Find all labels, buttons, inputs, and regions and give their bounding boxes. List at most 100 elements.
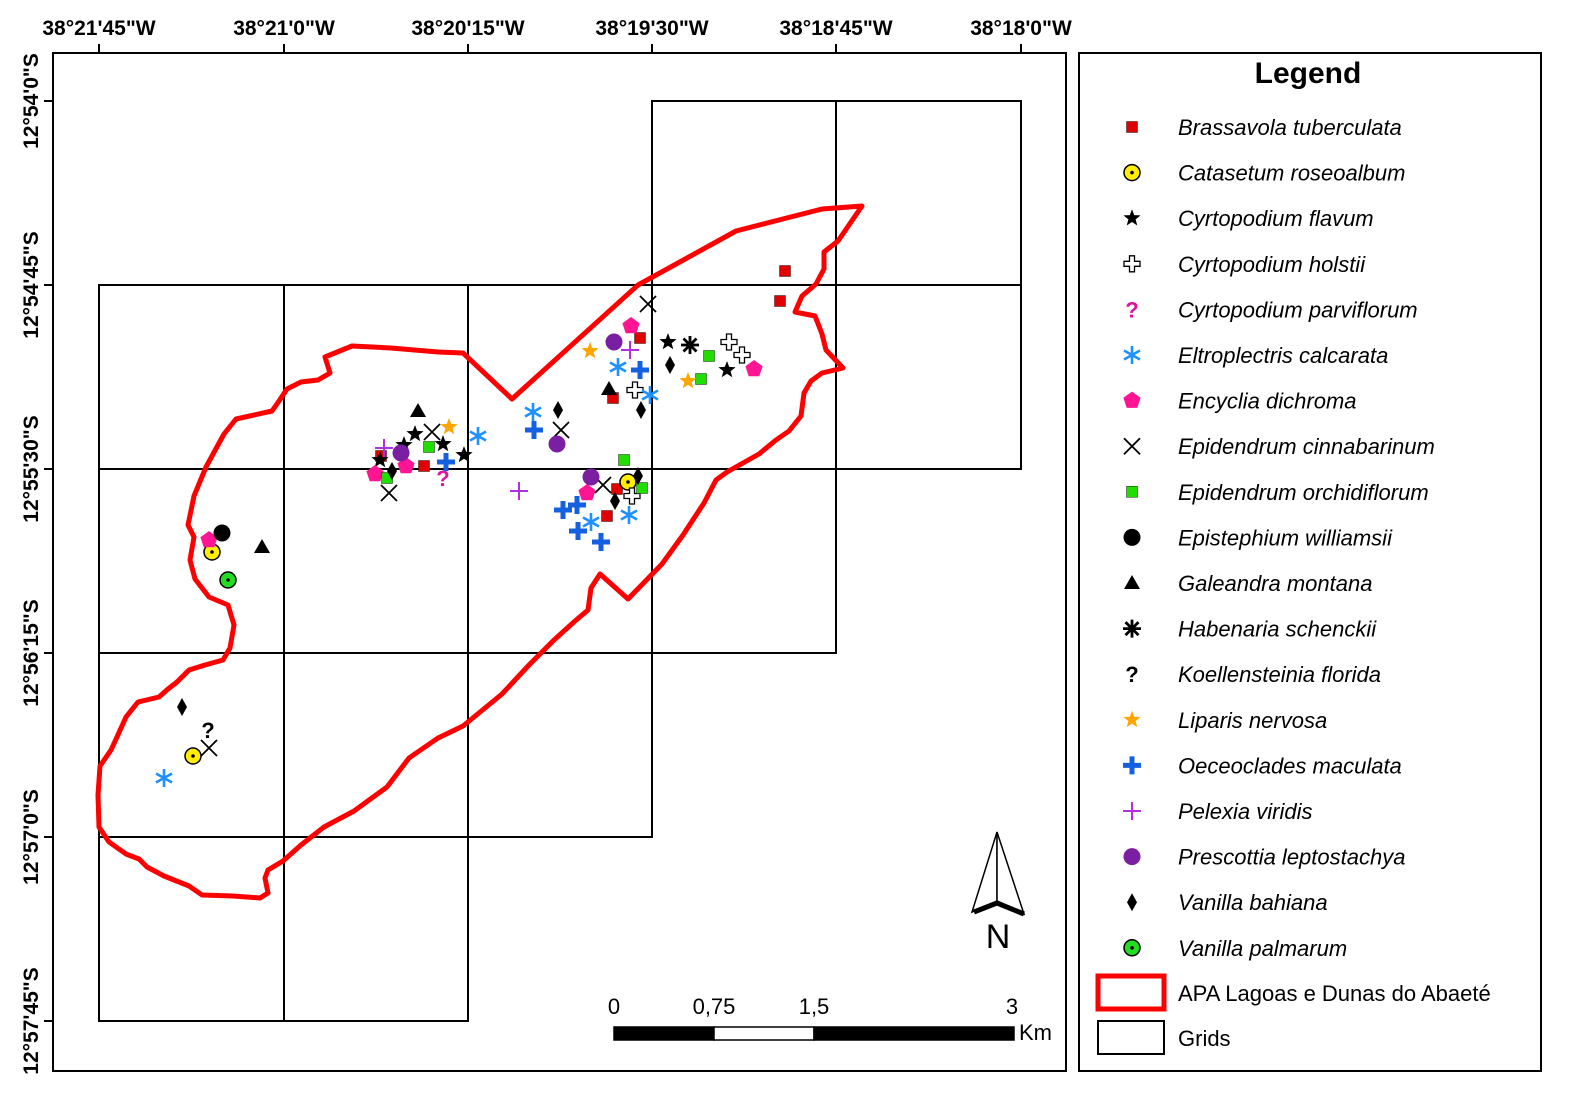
- encyclia-dichroma-marker: [366, 465, 384, 482]
- grid-cells: [98, 100, 1022, 1022]
- brassavola-tuberculata-marker: [611, 483, 623, 495]
- legend-item-label: Vanilla palmarum: [1178, 936, 1347, 961]
- oeceoclades-maculata-marker: [631, 361, 649, 379]
- legend-item-oeceoclades-maculata: Oeceoclades maculata: [1123, 753, 1402, 778]
- legend-item-epidendrum-orchidiflorum: Epidendrum orchidiflorum: [1126, 480, 1429, 505]
- cyrtopodium-flavum-marker: [395, 436, 413, 453]
- liparis-nervosa-legend-symbol: [1123, 710, 1141, 728]
- legend-item-habenaria-schenckii: Habenaria schenckii: [1123, 617, 1377, 642]
- epidendrum-orchidiflorum-marker: [695, 373, 707, 385]
- grid-inner-lines: [99, 285, 653, 1021]
- longitude-labels: 38°21'45"W 38°21'0"W 38°20'15"W 38°19'30…: [42, 17, 1072, 40]
- legend-item-label: Pelexia viridis: [1178, 799, 1313, 824]
- cyrtopodium-flavum-marker: [371, 451, 389, 468]
- liparis-nervosa-marker: [679, 372, 697, 389]
- oeceoclades-maculata-marker: [569, 522, 587, 540]
- oeceoclades-maculata-marker: [568, 496, 586, 514]
- cyrtopodium-flavum-legend-symbol: [1123, 209, 1141, 226]
- epidendrum-cinnabarinum-legend-symbol: [1123, 437, 1141, 455]
- prescottia-leptostachya-marker: [605, 333, 623, 351]
- legend-item-prescottia-leptostachya: Prescottia leptostachya: [1123, 845, 1405, 870]
- legend-item-galeandra-montana: Galeandra montana: [1124, 571, 1372, 596]
- eltroplectris-calcarata-marker: [582, 513, 600, 531]
- legend-item-catasetum-roseoalbum: Catasetum roseoalbum: [1123, 161, 1405, 186]
- eltroplectris-calcarata-legend-symbol: [1123, 346, 1141, 364]
- scale-unit: Km: [1019, 1020, 1052, 1045]
- epidendrum-orchidiflorum-marker: [423, 441, 435, 453]
- north-arrow: N: [970, 831, 1026, 956]
- legend-item-cyrtopodium-flavum: Cyrtopodium flavum: [1123, 206, 1374, 231]
- scale-segment-1: [613, 1026, 715, 1041]
- svg-text:?: ?: [201, 718, 214, 743]
- scale-segment-3: [813, 1026, 1015, 1041]
- legend-item-cyrtopodium-holstii: Cyrtopodium holstii: [1123, 252, 1366, 277]
- epidendrum-orchidiflorum-marker: [618, 454, 630, 466]
- legend-item-cyrtopodium-parviflorum: ? Cyrtopodium parviflorum: [1125, 297, 1417, 322]
- legend-item-brassavola-tuberculata: Brassavola tuberculata: [1126, 115, 1402, 140]
- legend-item-vanilla-palmarum: Vanilla palmarum: [1123, 936, 1347, 961]
- vanilla-bahiana-marker: [636, 401, 646, 419]
- vanilla-bahiana-legend-symbol: [1127, 893, 1137, 912]
- lon-label-3: 38°20'15"W: [411, 17, 524, 40]
- eltroplectris-calcarata-marker: [469, 427, 487, 445]
- catasetum-roseoalbum-legend-symbol: [1123, 163, 1141, 182]
- oeceoclades-maculata-legend-symbol: [1123, 756, 1141, 775]
- occurrence-markers: ??: [155, 265, 791, 787]
- cyrtopodium-holstii-legend-symbol: [1123, 255, 1141, 273]
- encyclia-dichroma-marker: [745, 360, 763, 377]
- epidendrum-orchidiflorum-marker: [636, 482, 648, 494]
- cyrtopodium-flavum-marker: [434, 435, 452, 452]
- legend-item-epistephium-williamsii: Epistephium williamsii: [1123, 525, 1393, 550]
- legend-item-label: Epidendrum orchidiflorum: [1178, 480, 1429, 505]
- cyrtopodium-flavum-marker: [406, 425, 424, 442]
- vanilla-bahiana-marker: [553, 401, 563, 419]
- legend-item-liparis-nervosa: Liparis nervosa: [1123, 708, 1327, 733]
- vanilla-bahiana-marker: [633, 467, 643, 485]
- prescottia-leptostachya-legend-symbol: [1123, 848, 1141, 866]
- latitude-labels: 12°54'0"S 12°54'45"S 12°55'30"S 12°56'15…: [20, 53, 43, 1075]
- cyrtopodium-flavum-marker: [718, 361, 736, 378]
- cyrtopodium-holstii-marker: [626, 381, 644, 399]
- scale-tick-0: 0: [608, 994, 620, 1019]
- legend-items: Brassavola tuberculata Catasetum roseoalb…: [1123, 115, 1435, 961]
- map-frame: [52, 52, 1067, 1072]
- legend-grid-label: Grids: [1178, 1026, 1231, 1051]
- legend-item-label: Cyrtopodium holstii: [1178, 252, 1366, 277]
- eltroplectris-calcarata-marker: [609, 358, 627, 376]
- liparis-nervosa-marker: [581, 342, 599, 359]
- koellensteinia-florida-legend-symbol: ?: [1125, 662, 1138, 687]
- epidendrum-cinnabarinum-marker: [639, 295, 657, 313]
- legend-item-label: Galeandra montana: [1178, 571, 1372, 596]
- eltroplectris-calcarata-marker: [524, 403, 542, 421]
- vanilla-bahiana-marker: [387, 462, 397, 480]
- epidendrum-cinnabarinum-marker: [200, 739, 218, 757]
- epidendrum-cinnabarinum-marker: [423, 423, 441, 441]
- brassavola-tuberculata-marker: [634, 332, 646, 344]
- lon-label-6: 38°18'0"W: [970, 17, 1072, 40]
- legend-item-label: Vanilla bahiana: [1178, 890, 1328, 915]
- vanilla-palmarum-marker: [219, 571, 237, 589]
- scale-tick-1: 0,75: [693, 994, 736, 1019]
- brassavola-tuberculata-marker: [418, 460, 430, 472]
- legend-item-label: Oeceoclades maculata: [1178, 753, 1402, 778]
- scale-tick-2: 1,5: [799, 994, 830, 1019]
- epidendrum-orchidiflorum-marker: [703, 350, 715, 362]
- cyrtopodium-flavum-marker: [659, 333, 677, 350]
- scale-tick-3: 3: [1006, 994, 1018, 1019]
- oeceoclades-maculata-marker: [554, 501, 572, 519]
- lat-label-6: 12°57'45"S: [20, 967, 43, 1074]
- legend-item-label: Prescottia leptostachya: [1178, 845, 1405, 870]
- legend-item-label: Eltroplectris calcarata: [1178, 343, 1388, 368]
- lat-label-5: 12°57'0"S: [20, 789, 43, 885]
- legend-boundary-swatch: [1095, 973, 1167, 1012]
- prescottia-leptostachya-marker: [582, 468, 600, 486]
- eltroplectris-calcarata-marker: [155, 769, 173, 787]
- epistephium-williamsii-legend-symbol: [1123, 528, 1141, 546]
- vanilla-bahiana-marker: [610, 492, 620, 510]
- apa-boundary: [95, 203, 865, 901]
- eltroplectris-calcarata-marker: [620, 506, 638, 524]
- habenaria-schenckii-legend-symbol: [1123, 619, 1141, 638]
- legend-item-label: Cyrtopodium flavum: [1178, 206, 1374, 231]
- scale-segment-2: [713, 1026, 815, 1041]
